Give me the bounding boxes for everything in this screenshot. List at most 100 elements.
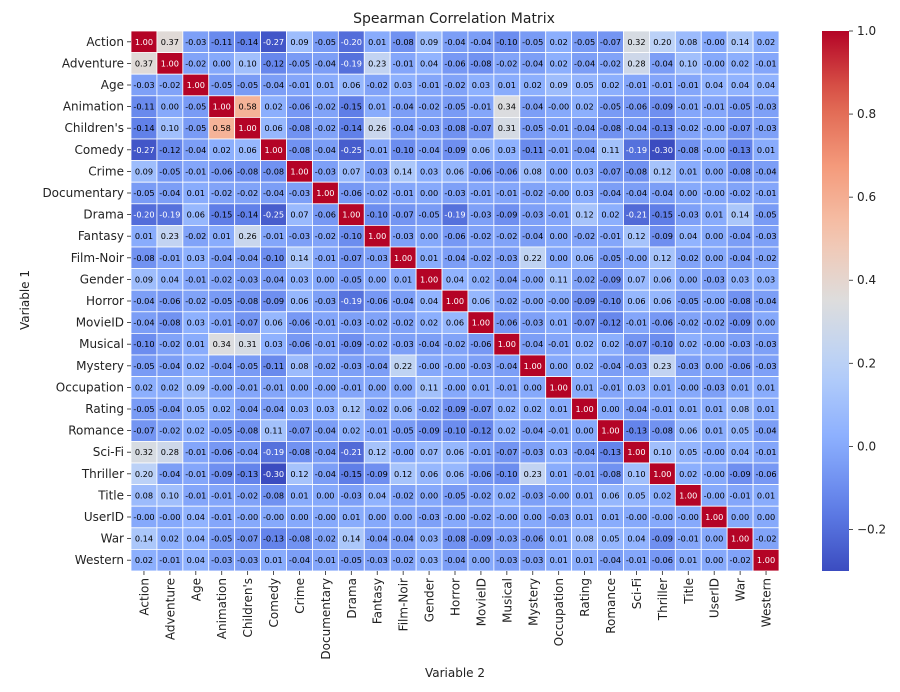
cell-value-label: -0.01 bbox=[185, 490, 206, 500]
cell-value-label: 1.00 bbox=[601, 426, 619, 436]
cell-value-label: -0.04 bbox=[263, 80, 284, 90]
cell-value-label: 0.01 bbox=[187, 188, 205, 198]
cell-value-label: -0.04 bbox=[522, 339, 543, 349]
cell-value-label: -0.04 bbox=[263, 404, 284, 414]
cell-value-label: 0.06 bbox=[472, 145, 490, 155]
cell-value-label: 0.58 bbox=[239, 102, 257, 112]
cell-value-label: -0.06 bbox=[652, 318, 673, 328]
cell-value-label: -0.03 bbox=[315, 166, 336, 176]
cell-value-label: -0.19 bbox=[341, 296, 362, 306]
cell-value-label: 0.06 bbox=[446, 447, 464, 457]
cell-value-label: 0.02 bbox=[575, 102, 593, 112]
cell-value-label: 0.01 bbox=[575, 555, 593, 565]
y-tick-label: Crime bbox=[88, 164, 124, 178]
y-tick-label: Drama bbox=[83, 208, 124, 222]
cell-value-label: 0.01 bbox=[601, 512, 619, 522]
y-tick-label: Animation bbox=[63, 100, 124, 114]
cell-value-label: 0.02 bbox=[498, 404, 516, 414]
cell-value-label: -0.06 bbox=[626, 102, 647, 112]
cell-value-label: 0.03 bbox=[550, 447, 568, 457]
x-tick-label: Fantasy bbox=[371, 578, 385, 624]
cell-value-label: -0.04 bbox=[522, 426, 543, 436]
cell-value-label: -0.03 bbox=[185, 37, 206, 47]
cell-value-label: 0.04 bbox=[187, 534, 205, 544]
y-tick-label: Mystery bbox=[76, 359, 124, 373]
cell-value-label: -0.02 bbox=[600, 58, 621, 68]
cell-value-label: -0.05 bbox=[237, 80, 258, 90]
cell-value-label: -0.04 bbox=[600, 188, 621, 198]
cell-value-label: -0.03 bbox=[755, 231, 776, 241]
cell-value-label: 0.20 bbox=[653, 37, 671, 47]
cell-value-label: 0.04 bbox=[446, 274, 464, 284]
cell-value-label: -0.01 bbox=[185, 166, 206, 176]
cell-value-label: 0.01 bbox=[731, 382, 749, 392]
cell-value-label: -0.04 bbox=[237, 404, 258, 414]
cell-value-label: -0.09 bbox=[730, 469, 751, 479]
cell-value-label: -0.10 bbox=[393, 145, 414, 155]
cell-value-label: -0.01 bbox=[496, 382, 517, 392]
x-tick-label: Rating bbox=[578, 578, 592, 617]
x-tick-label: Sci-Fi bbox=[630, 578, 644, 609]
cell-value-label: -0.02 bbox=[393, 555, 414, 565]
cell-value-label: -0.04 bbox=[652, 188, 673, 198]
cell-value-label: -0.02 bbox=[755, 253, 776, 263]
x-tick-label: Mystery bbox=[526, 578, 540, 626]
cell-value-label: -0.07 bbox=[600, 166, 621, 176]
cell-value-label: -0.27 bbox=[133, 145, 154, 155]
cell-value-label: -0.10 bbox=[496, 469, 517, 479]
cell-value-label: -0.05 bbox=[159, 166, 180, 176]
cell-value-label: -0.03 bbox=[704, 382, 725, 392]
x-tick-label: Adventure bbox=[163, 578, 177, 640]
cell-value-label: -0.03 bbox=[548, 512, 569, 522]
y-tick-label: Western bbox=[75, 553, 124, 567]
cell-value-label: -0.05 bbox=[315, 37, 336, 47]
cell-value-label: -0.08 bbox=[237, 166, 258, 176]
x-tick-label: Animation bbox=[215, 578, 229, 639]
cell-value-label: -0.09 bbox=[341, 339, 362, 349]
cell-value-label: -0.08 bbox=[730, 296, 751, 306]
cell-value-label: 0.10 bbox=[239, 58, 257, 68]
cell-value-label: 0.02 bbox=[575, 339, 593, 349]
cell-value-label: 0.12 bbox=[575, 210, 593, 220]
cell-value-label: 0.06 bbox=[394, 404, 412, 414]
cell-value-label: -0.09 bbox=[418, 426, 439, 436]
y-tick-labels: Action Adventure Age Animation Children's Com… bbox=[42, 35, 131, 567]
cell-value-label: 0.05 bbox=[187, 404, 205, 414]
cell-value-label: -0.03 bbox=[522, 555, 543, 565]
cell-value-label: 0.00 bbox=[550, 361, 568, 371]
x-tick-label: Horror bbox=[449, 578, 463, 616]
cell-value-label: -0.01 bbox=[211, 318, 232, 328]
cell-value-label: -0.05 bbox=[755, 210, 776, 220]
cell-value-label: 0.01 bbox=[420, 253, 438, 263]
cell-value-label: -0.02 bbox=[418, 102, 439, 112]
cell-value-label: -0.02 bbox=[418, 404, 439, 414]
cell-value-label: 0.04 bbox=[187, 512, 205, 522]
cell-value-label: 0.00 bbox=[394, 512, 412, 522]
x-tick-label: Documentary bbox=[319, 578, 333, 660]
cell-value-label: -0.02 bbox=[470, 490, 491, 500]
cell-value-label: -0.13 bbox=[626, 426, 647, 436]
cell-value-label: 0.06 bbox=[627, 296, 645, 306]
cell-value-label: -0.01 bbox=[211, 512, 232, 522]
cell-value-label: -0.03 bbox=[367, 253, 388, 263]
cell-value-label: -0.02 bbox=[678, 318, 699, 328]
cell-value-label: -0.15 bbox=[211, 210, 232, 220]
cell-value-label: -0.00 bbox=[548, 490, 569, 500]
cell-value-label: 0.03 bbox=[420, 166, 438, 176]
x-tick-label: Action bbox=[137, 578, 151, 616]
cell-value-label: 1.00 bbox=[394, 253, 412, 263]
cell-value-label: 1.00 bbox=[187, 80, 205, 90]
cell-value-label: 0.01 bbox=[705, 404, 723, 414]
cell-value-label: 0.01 bbox=[394, 274, 412, 284]
cell-value-label: -0.01 bbox=[548, 210, 569, 220]
cell-value-label: 0.01 bbox=[213, 231, 231, 241]
cell-value-label: -0.04 bbox=[418, 339, 439, 349]
cell-value-label: 0.03 bbox=[498, 145, 516, 155]
cell-value-label: -0.03 bbox=[755, 123, 776, 133]
cell-value-label: -0.01 bbox=[626, 555, 647, 565]
cell-value-label: 0.07 bbox=[290, 210, 308, 220]
cell-value-label: 0.26 bbox=[368, 123, 386, 133]
cell-value-label: -0.04 bbox=[574, 145, 595, 155]
cell-value-label: -0.08 bbox=[289, 447, 310, 457]
cell-value-label: -0.01 bbox=[730, 490, 751, 500]
